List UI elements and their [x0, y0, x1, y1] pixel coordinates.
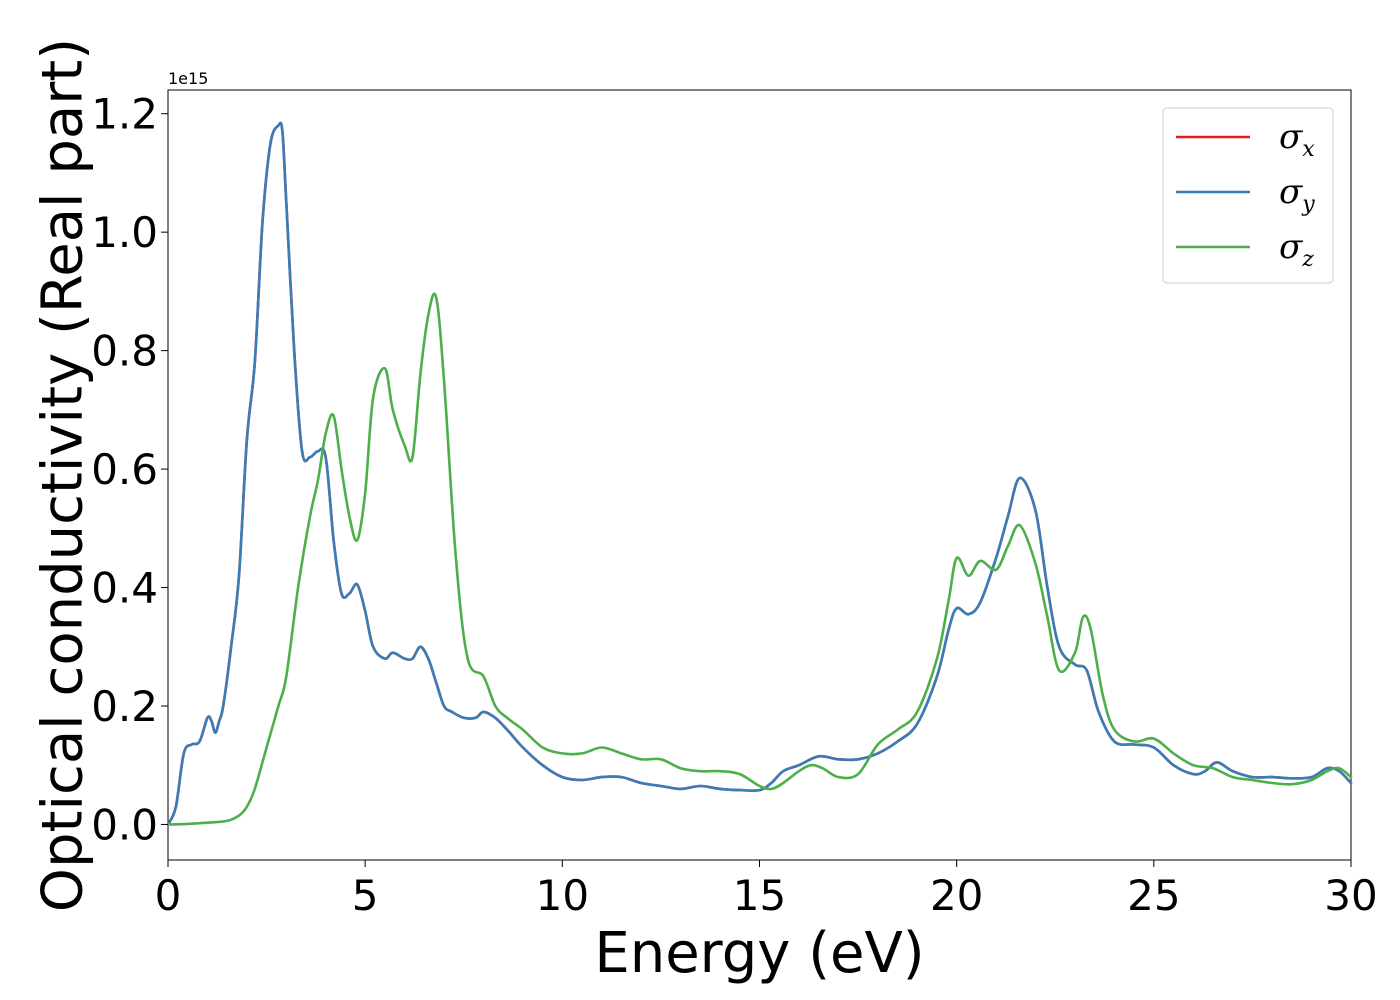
legend-box	[1162, 107, 1334, 284]
x-tick-label: 25	[1127, 871, 1180, 920]
legend-subscript: x	[1302, 137, 1315, 162]
series-layer	[166, 121, 1353, 826]
y-tick-label: 1.0	[91, 208, 158, 257]
legend-symbol: σ	[1279, 117, 1303, 157]
legend-label-z: σz	[1279, 227, 1314, 272]
y-tick-label: 0.0	[91, 800, 158, 849]
legend-label-x: σx	[1279, 117, 1315, 162]
y-tick-label: 0.8	[91, 327, 158, 376]
y-axis: 0.0 0.2 0.4 0.6 0.8 1.0 1.2	[91, 90, 168, 849]
x-tick-label: 0	[155, 871, 182, 920]
x-tick-label: 30	[1324, 871, 1377, 920]
x-tick-label: 15	[733, 871, 786, 920]
y-offset-label: 1e15	[168, 69, 208, 88]
x-tick-label: 10	[536, 871, 589, 920]
legend-label-y: σy	[1279, 172, 1315, 217]
series-line-y	[166, 121, 1353, 826]
series-line-z	[166, 292, 1353, 826]
y-tick-label: 0.6	[91, 445, 158, 494]
y-tick-label: 0.4	[91, 564, 158, 613]
x-tick-label: 20	[930, 871, 983, 920]
x-tick-label: 5	[352, 871, 379, 920]
y-tick-label: 0.2	[91, 682, 158, 731]
legend-subscript: z	[1301, 247, 1314, 272]
x-axis: 0 5 10 15 20 25 30	[155, 860, 1378, 920]
legend-subscript: y	[1301, 192, 1315, 217]
legend-symbol: σ	[1279, 227, 1303, 267]
y-tick-label: 1.2	[91, 90, 158, 139]
y-axis-title: Optical conductivity (Real part)	[31, 38, 96, 912]
legend-symbol: σ	[1279, 172, 1303, 212]
x-axis-title: Energy (eV)	[594, 921, 924, 986]
